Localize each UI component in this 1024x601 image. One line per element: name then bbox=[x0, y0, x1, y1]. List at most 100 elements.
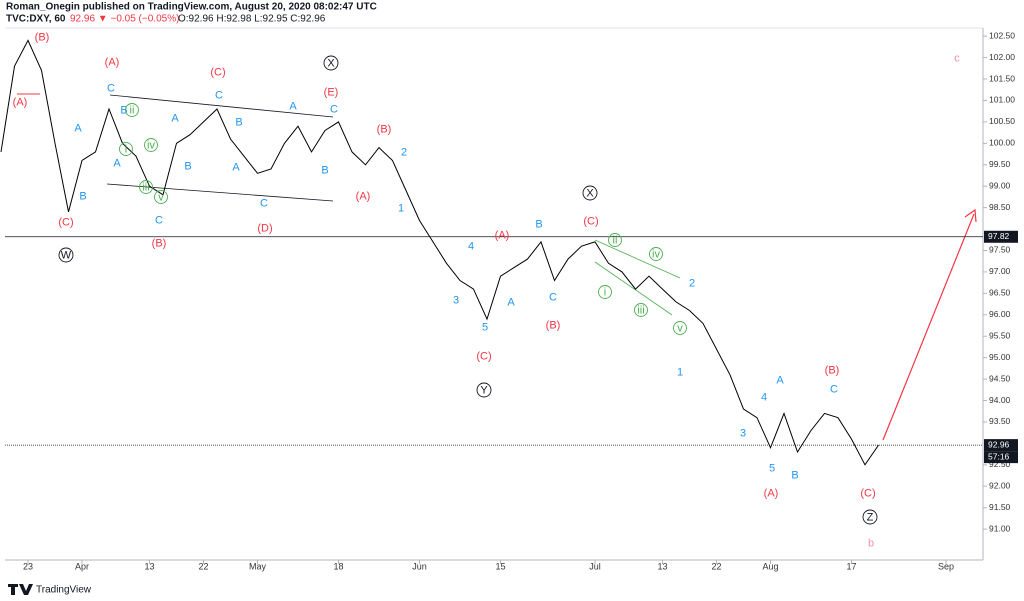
channel-line bbox=[594, 239, 681, 279]
y-tick-label: 100.00 bbox=[989, 138, 1015, 148]
y-tick-label: 96.50 bbox=[989, 288, 1011, 298]
wave-label: A bbox=[113, 157, 121, 169]
wave-label: 1 bbox=[677, 366, 683, 378]
x-tick-label: Jul bbox=[589, 561, 601, 571]
author-line: Roman_Onegin published on TradingView.co… bbox=[6, 2, 377, 13]
wave-label: C bbox=[155, 214, 163, 226]
y-tick-label: 91.00 bbox=[989, 523, 1011, 533]
y-tick-label: 92.50 bbox=[989, 459, 1011, 469]
wave-circle bbox=[582, 185, 598, 201]
wave-label: (A) bbox=[495, 229, 510, 241]
wave-label: 5 bbox=[482, 321, 488, 333]
wave-label: (D) bbox=[257, 222, 272, 234]
wave-label: A bbox=[171, 112, 179, 124]
wave-label: B bbox=[791, 469, 798, 481]
y-tick-label: 100.50 bbox=[989, 116, 1015, 126]
wave-label: 2 bbox=[401, 146, 407, 158]
wave-label: ii bbox=[613, 234, 618, 246]
price-label-box bbox=[984, 230, 1018, 243]
x-tick-label: Aug bbox=[762, 561, 778, 571]
wave-label: Y bbox=[480, 384, 488, 396]
wave-label: 3 bbox=[453, 294, 459, 306]
wave-label: 2 bbox=[689, 277, 695, 289]
y-tick-label: 98.50 bbox=[989, 202, 1011, 212]
wave-label: 3 bbox=[740, 427, 746, 439]
wave-label: i bbox=[604, 286, 606, 298]
y-tick-label: 94.50 bbox=[989, 373, 1011, 383]
wave-label: C bbox=[107, 82, 115, 94]
ohlc: O:92.96 H:92.98 L:92.95 C:92.96 bbox=[178, 14, 326, 25]
wave-label: Z bbox=[867, 511, 874, 523]
x-tick-label: 23 bbox=[23, 561, 33, 571]
y-tick-label: 99.00 bbox=[989, 180, 1011, 190]
wave-label: B bbox=[235, 116, 242, 128]
channel-line bbox=[594, 261, 673, 316]
wave-label: 5 bbox=[769, 462, 775, 474]
wave-label: X bbox=[327, 57, 335, 69]
wave-circle bbox=[154, 190, 168, 204]
wave-circle bbox=[119, 142, 133, 156]
logo-text: TradingView bbox=[36, 585, 92, 596]
y-tick-label: 97.00 bbox=[989, 266, 1011, 276]
wave-label: iii bbox=[142, 181, 149, 193]
y-tick-label: 101.00 bbox=[989, 95, 1015, 105]
wave-label: B bbox=[120, 104, 127, 116]
wave-label: (C) bbox=[58, 216, 73, 228]
wave-circle bbox=[144, 138, 158, 152]
wave-label: (C) bbox=[583, 215, 598, 227]
wave-circle bbox=[598, 285, 612, 299]
x-tick-label: 15 bbox=[495, 561, 505, 571]
x-tick-label: Jun bbox=[412, 561, 427, 571]
x-tick-label: Apr bbox=[75, 561, 89, 571]
x-tick-label: 22 bbox=[198, 561, 208, 571]
y-tick-label: 96.00 bbox=[989, 309, 1011, 319]
countdown-box bbox=[984, 451, 1018, 464]
wave-label: (A) bbox=[764, 487, 779, 499]
countdown: 57:16 bbox=[988, 451, 1010, 461]
x-tick-label: 18 bbox=[333, 561, 343, 571]
wave-label: iv bbox=[652, 248, 660, 260]
x-tick-label: May bbox=[249, 561, 267, 571]
wave-label: v bbox=[158, 191, 164, 203]
wave-circle bbox=[323, 55, 339, 71]
channel-line bbox=[109, 94, 334, 118]
wave-label: A bbox=[74, 122, 82, 134]
wave-circle bbox=[649, 247, 663, 261]
x-tick-label: Sep bbox=[938, 561, 954, 571]
y-tick-label: 101.50 bbox=[989, 73, 1015, 83]
y-tick-label: 93.50 bbox=[989, 416, 1011, 426]
wave-circle bbox=[862, 509, 878, 525]
projection-arrow bbox=[882, 213, 975, 441]
wave-label: b bbox=[868, 537, 874, 549]
wave-circle bbox=[125, 103, 139, 117]
wave-label: B bbox=[321, 164, 328, 176]
y-tick-label: 102.00 bbox=[989, 52, 1015, 62]
logo-icon bbox=[8, 584, 33, 595]
wave-label: v bbox=[677, 322, 683, 334]
y-tick-label: 92.00 bbox=[989, 481, 1011, 491]
y-tick-label: 97.50 bbox=[989, 245, 1011, 255]
arrow-head bbox=[964, 208, 977, 223]
x-tick-label: 17 bbox=[846, 561, 856, 571]
x-tick-label: 13 bbox=[657, 561, 667, 571]
y-tick-label: 95.50 bbox=[989, 330, 1011, 340]
wave-circle bbox=[58, 247, 74, 263]
y-tick-label: 91.50 bbox=[989, 502, 1011, 512]
wave-circle bbox=[476, 382, 492, 398]
wave-circle bbox=[634, 303, 648, 317]
wave-label: B bbox=[535, 218, 542, 230]
wave-label: C bbox=[260, 197, 268, 209]
wave-label: (C) bbox=[476, 350, 491, 362]
wave-label: (A) bbox=[105, 56, 120, 68]
wave-label: (B) bbox=[35, 31, 50, 43]
wave-label: (A) bbox=[13, 96, 28, 108]
wave-label: (B) bbox=[546, 319, 561, 331]
wave-label: (B) bbox=[825, 364, 840, 376]
wave-label: 4 bbox=[468, 240, 474, 252]
wave-label: (C) bbox=[860, 487, 875, 499]
wave-circle bbox=[139, 180, 153, 194]
wave-label: A bbox=[232, 161, 240, 173]
wave-label: A bbox=[776, 374, 784, 386]
y-tick-label: 95.00 bbox=[989, 352, 1011, 362]
